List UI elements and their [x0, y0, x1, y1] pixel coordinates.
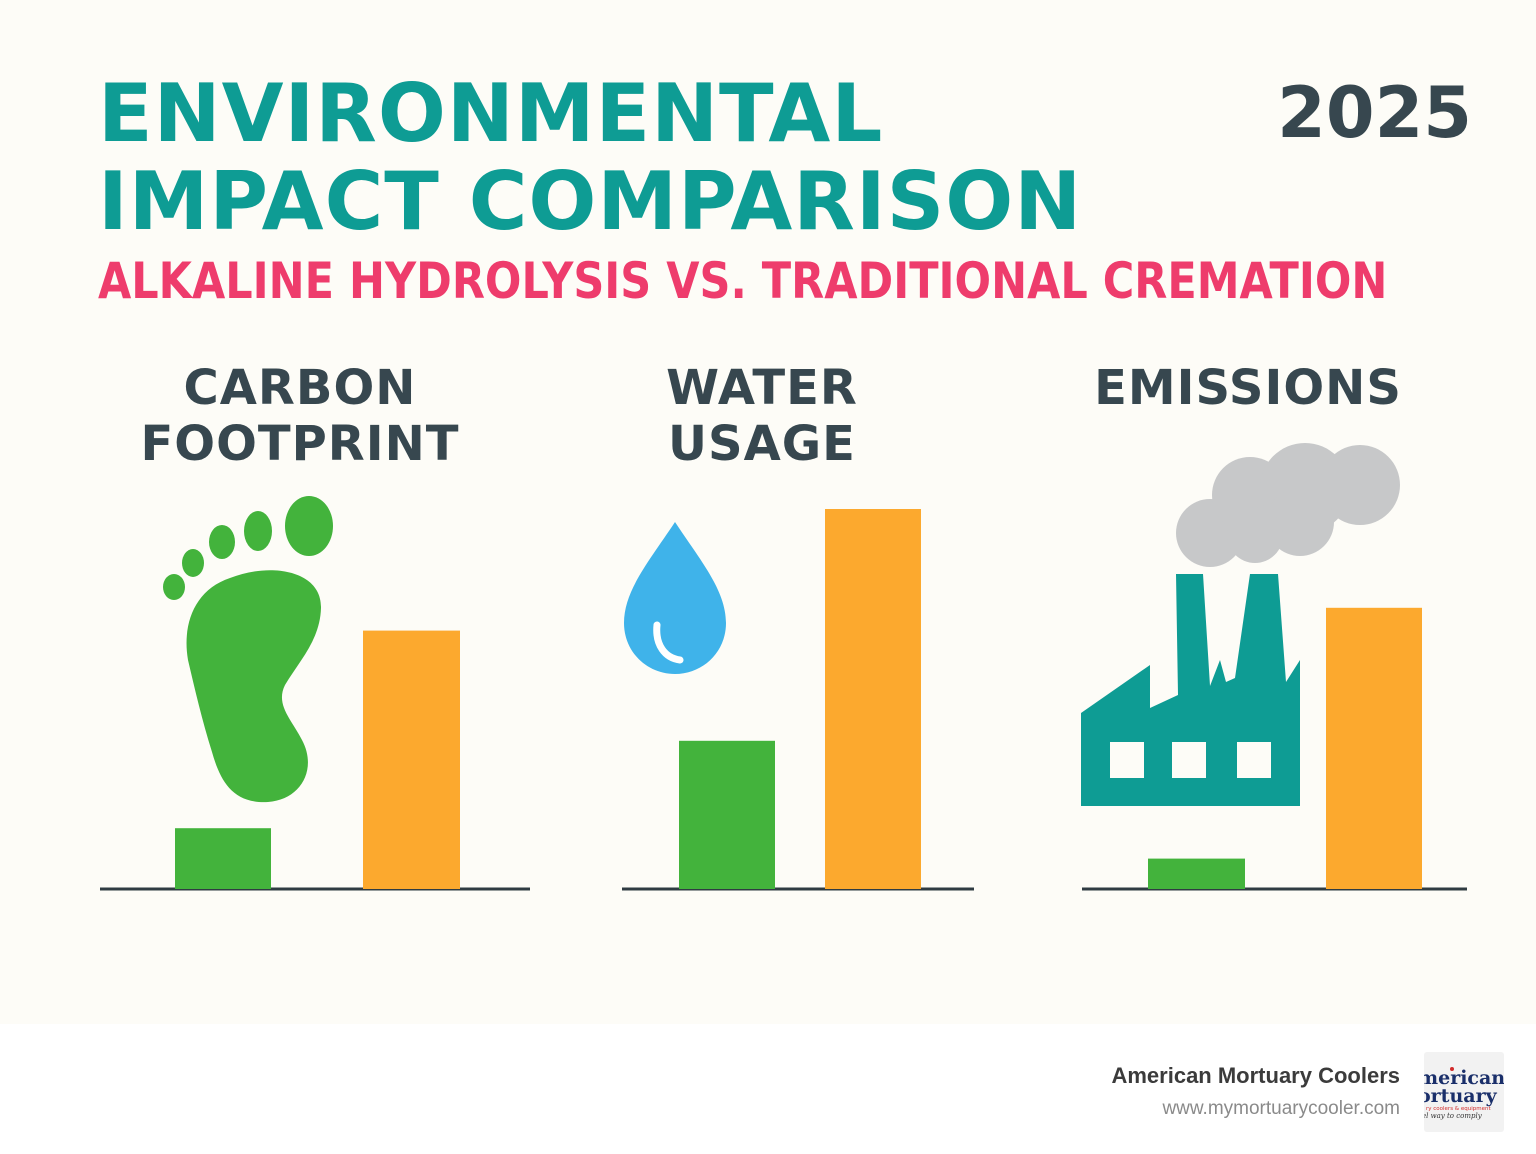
year-label: 2025 — [1277, 72, 1472, 154]
panel-title-carbon-line2: FOOTPRINT — [140, 416, 460, 472]
brand-name: American Mortuary Coolers — [1111, 1063, 1400, 1088]
logo-text-line4: el way to comply — [1424, 1112, 1483, 1120]
factory-icon — [1081, 574, 1300, 806]
bar-cremation-carbon — [363, 630, 460, 889]
bar-cremation-emissions — [1326, 607, 1422, 889]
panel-title-emissions: EMISSIONS — [1048, 360, 1448, 416]
chart-subtitle: ALKALINE HYDROLYSIS VS. TRADITIONAL CREM… — [98, 252, 1388, 310]
logo-star-icon — [1450, 1067, 1454, 1071]
panel-title-carbon-line1: CARBON — [183, 360, 417, 416]
logo-text-line3: ry coolers & equipment — [1426, 1106, 1491, 1112]
chart-title: ENVIRONMENTAL IMPACT COMPARISON — [98, 67, 1083, 248]
panel-title-carbon: CARBON FOOTPRINT — [100, 360, 500, 472]
logo-text-line2: ortuary — [1424, 1085, 1498, 1107]
bar-alkaline-water — [679, 740, 775, 889]
water-drop-icon — [624, 522, 726, 674]
company-logo: merican ortuary ry coolers & equipment e… — [1424, 1052, 1504, 1132]
footprint-icon — [163, 496, 333, 803]
comparison-chart — [100, 443, 1467, 891]
panel-title-emissions-line1: EMISSIONS — [1094, 360, 1402, 416]
smoke-cloud-icon — [1176, 443, 1400, 567]
panel-title-water-line2: USAGE — [668, 416, 856, 472]
bar-alkaline-carbon — [175, 828, 271, 889]
bar-alkaline-emissions — [1148, 858, 1245, 889]
footer — [0, 1024, 1536, 1154]
brand-url: www.mymortuarycooler.com — [1162, 1098, 1400, 1119]
company-logo-graphic: merican ortuary ry coolers & equipment e… — [1424, 1067, 1504, 1120]
logo-text-line1: merican — [1424, 1067, 1504, 1089]
bar-cremation-water — [825, 509, 921, 889]
panel-title-water-line1: WATER — [666, 360, 858, 416]
panel-title-water: WATER USAGE — [562, 360, 962, 472]
